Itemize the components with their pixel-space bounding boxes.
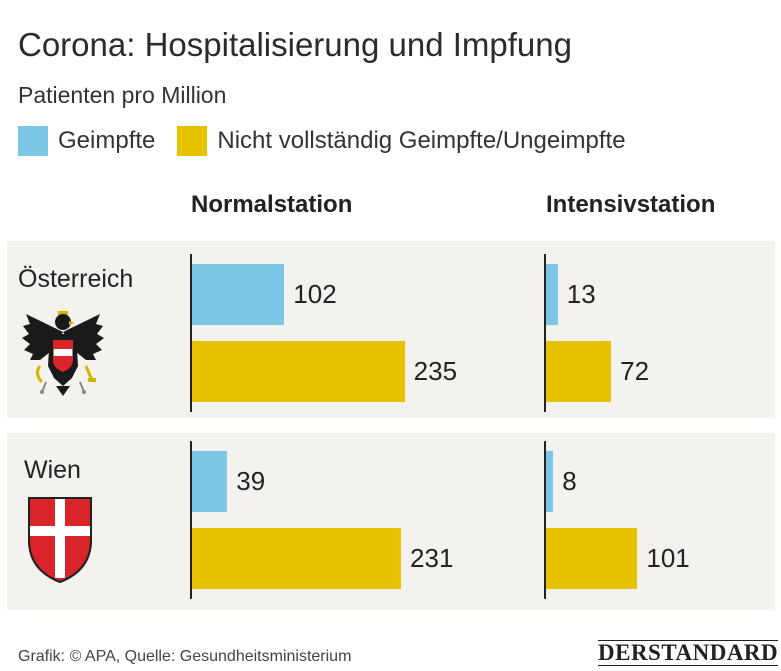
group-label-oesterreich: Österreich — [18, 265, 134, 293]
group-label-wien: Wien — [24, 456, 81, 484]
bar-intensivstation-0-1 — [546, 341, 612, 402]
source-note: Grafik: © APA, Quelle: Gesundheitsminist… — [18, 648, 352, 665]
bar-normalstation-0-0 — [192, 264, 285, 325]
bar-value-normalstation-1-1: 231 — [410, 543, 454, 573]
legend-label-ungeimpfte: Nicht vollständig Geimpfte/Ungeimpfte — [217, 127, 626, 154]
axis-line-normalstation-0 — [190, 254, 192, 412]
bar-value-intensivstation-0-0: 13 — [566, 279, 596, 309]
axis-line-intensivstation-0 — [544, 254, 546, 412]
chart-title: Corona: Hospitalisierung und Impfung — [18, 26, 572, 63]
bar-value-normalstation-0-0: 102 — [293, 279, 337, 309]
legend-swatch-geimpfte — [18, 126, 48, 156]
legend: Geimpfte Nicht vollständig Geimpfte/Unge… — [18, 126, 648, 156]
bar-normalstation-1-0 — [192, 451, 228, 512]
bar-value-normalstation-1-0: 39 — [236, 466, 266, 496]
bar-normalstation-0-1 — [192, 341, 405, 402]
bar-normalstation-1-1 — [192, 528, 402, 589]
legend-item-geimpfte: Geimpfte — [18, 126, 155, 156]
vienna-coat-of-arms-icon — [28, 497, 92, 584]
legend-label-geimpfte: Geimpfte — [58, 127, 156, 154]
bar-intensivstation-1-0 — [546, 451, 554, 512]
legend-item-ungeimpfte: Nicht vollständig Geimpfte/Ungeimpfte — [177, 126, 626, 156]
bar-intensivstation-1-1 — [546, 528, 638, 589]
panel-heading-normalstation: Normalstation — [191, 191, 353, 218]
bar-value-intensivstation-0-1: 72 — [620, 356, 650, 386]
bar-value-intensivstation-1-1: 101 — [646, 543, 690, 573]
panel-heading-intensivstation: Intensivstation — [546, 191, 716, 218]
chart-subtitle: Patienten pro Million — [18, 82, 227, 108]
austria-eagle-icon — [22, 311, 104, 396]
bar-value-normalstation-0-1: 235 — [413, 356, 458, 386]
axis-line-intensivstation-1 — [544, 441, 546, 599]
axis-line-normalstation-1 — [190, 441, 192, 599]
brand-logo: DERSTANDARD — [598, 640, 779, 666]
bar-intensivstation-0-0 — [546, 264, 558, 325]
legend-swatch-ungeimpfte — [177, 126, 208, 156]
bar-value-intensivstation-1-0: 8 — [562, 466, 577, 496]
